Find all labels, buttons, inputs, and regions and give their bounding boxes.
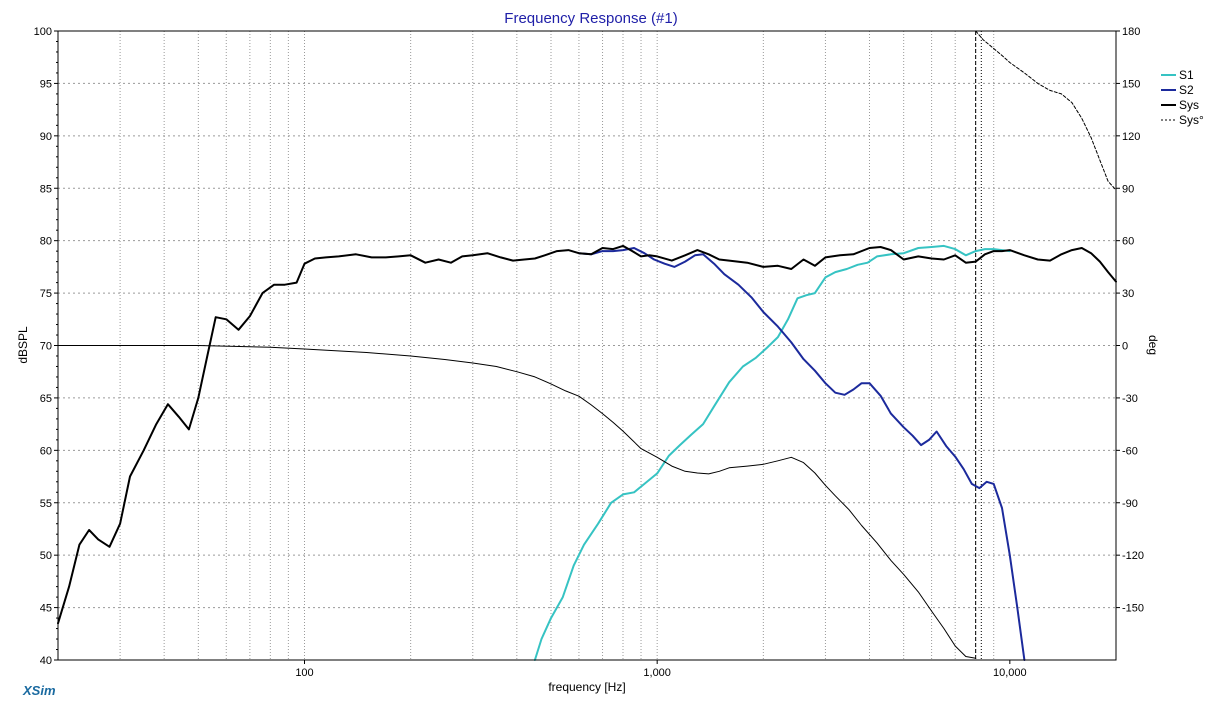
y2-tick-label: 120 xyxy=(1122,131,1140,143)
y2-axis-title: deg xyxy=(1146,335,1160,355)
series-line-sys xyxy=(57,345,977,659)
x-tick-label: 100 xyxy=(295,667,313,679)
y-tick-label: 75 xyxy=(40,288,52,300)
y2-tick-label: 60 xyxy=(1122,236,1134,248)
x-tick-label: 10,000 xyxy=(993,667,1027,679)
y2-tick-label: 0 xyxy=(1122,341,1128,353)
y-tick-label: 60 xyxy=(40,445,52,457)
y2-tick-label: -150 xyxy=(1122,603,1144,615)
y-tick-label: 70 xyxy=(40,341,52,353)
x-axis-title: frequency [Hz] xyxy=(548,680,625,694)
y2-axis-ticks: -150 -120 -90 -60 -30 0 30 60 90 120 150 180 xyxy=(1116,26,1144,615)
vertical-markers xyxy=(975,31,982,660)
legend-label: Sys° xyxy=(1179,113,1204,127)
y2-tick-label: 150 xyxy=(1122,78,1140,90)
x-axis-ticks: 100 1,000 10,000 xyxy=(295,660,1027,679)
y-tick-label: 65 xyxy=(40,393,52,405)
series-group xyxy=(57,30,1117,661)
y-axis-ticks: 40 45 50 55 60 65 70 75 80 85 90 95 100 xyxy=(34,26,58,667)
y2-tick-label: 30 xyxy=(1122,288,1134,300)
y2-tick-label: -120 xyxy=(1122,550,1144,562)
legend-label: Sys xyxy=(1179,98,1199,112)
chart-title: Frequency Response (#1) xyxy=(504,10,677,27)
series-line-sys-wrapped xyxy=(975,30,1117,191)
y2-tick-label: 90 xyxy=(1122,183,1134,195)
series-line-s1 xyxy=(533,244,1011,661)
legend-label: S1 xyxy=(1179,68,1194,82)
y-tick-label: 95 xyxy=(40,78,52,90)
series-line-sys xyxy=(57,244,1117,625)
series-line-s2 xyxy=(577,247,1026,661)
y2-tick-label: 180 xyxy=(1122,26,1140,38)
y-axis-title: dBSPL xyxy=(16,326,30,364)
y-tick-label: 80 xyxy=(40,236,52,248)
y-tick-label: 55 xyxy=(40,498,52,510)
y-tick-label: 40 xyxy=(40,655,52,667)
y2-tick-label: -60 xyxy=(1122,445,1138,457)
y2-tick-label: -90 xyxy=(1122,498,1138,510)
y2-tick-label: -30 xyxy=(1122,393,1138,405)
y-tick-label: 90 xyxy=(40,131,52,143)
y-tick-label: 45 xyxy=(40,603,52,615)
x-tick-label: 1,000 xyxy=(643,667,671,679)
y-tick-label: 100 xyxy=(34,26,52,38)
xsim-brand-logo: XSim xyxy=(22,683,56,698)
grid xyxy=(58,31,1116,660)
y-tick-label: 85 xyxy=(40,183,52,195)
legend-label: S2 xyxy=(1179,83,1194,97)
y-tick-label: 50 xyxy=(40,550,52,562)
